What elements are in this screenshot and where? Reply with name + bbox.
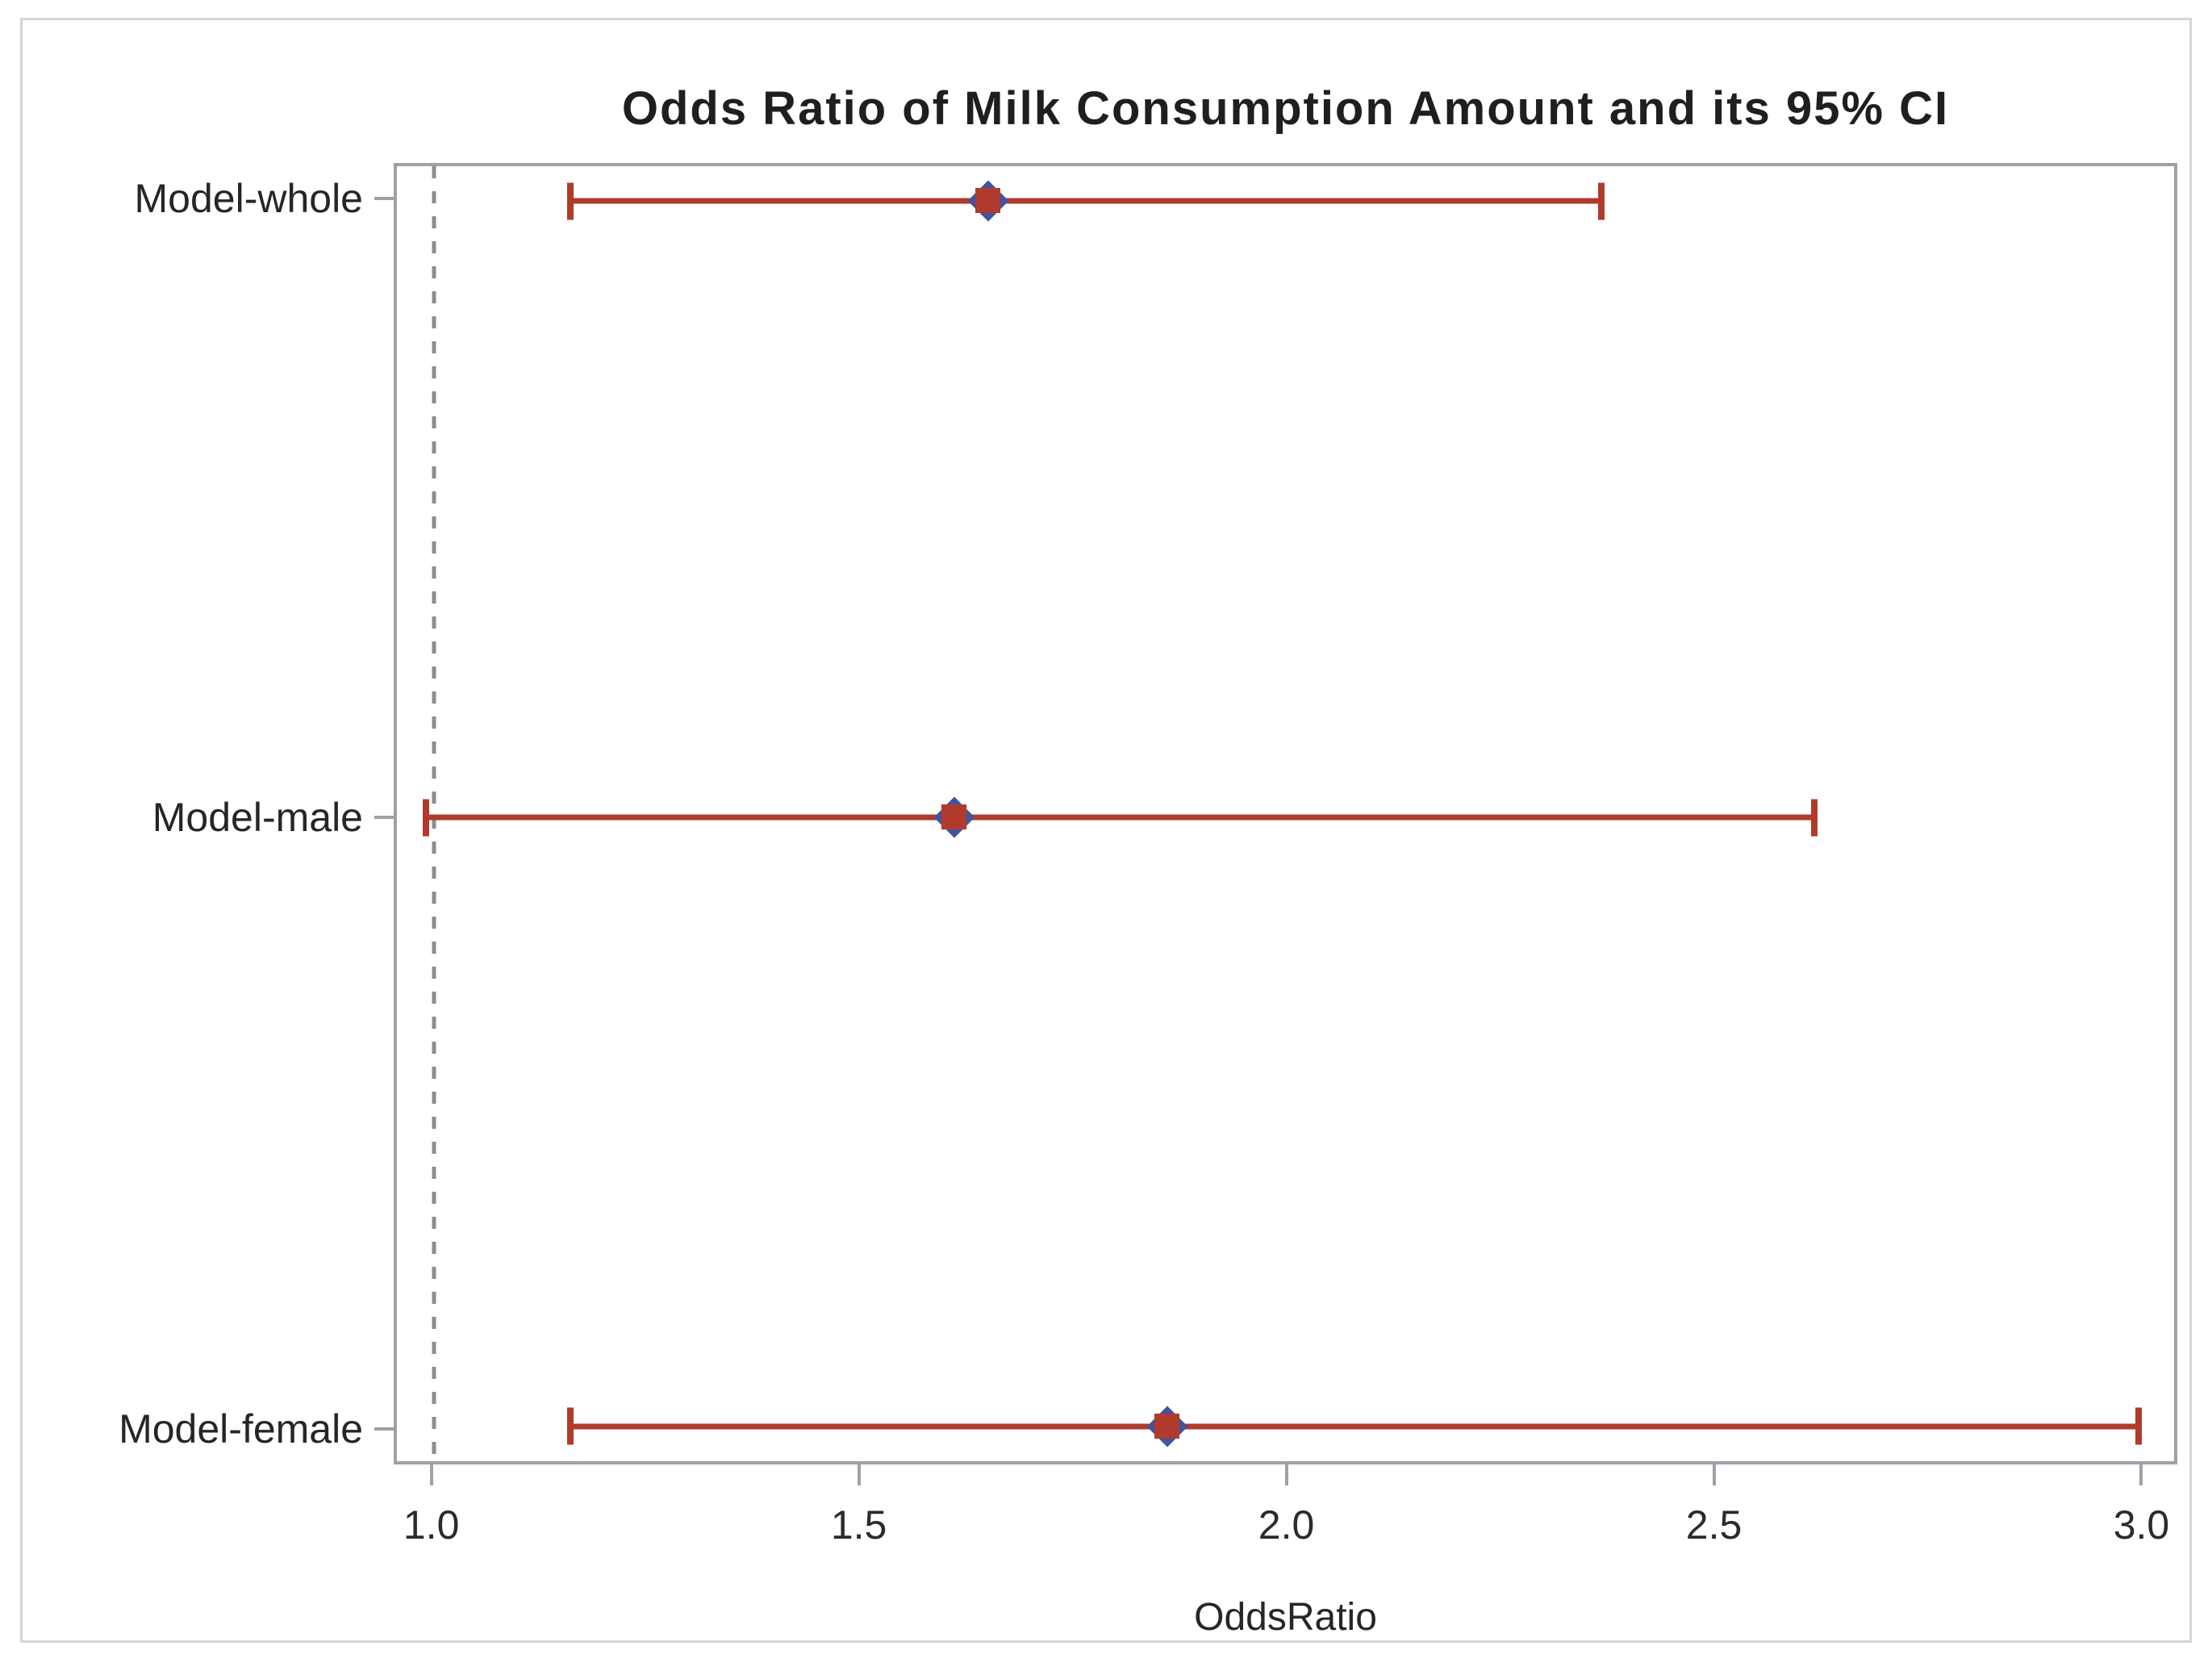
ci-lower-cap — [567, 1407, 574, 1445]
y-axis-labels: Model-whole Model-male Model-female — [23, 163, 368, 1464]
square-marker — [941, 804, 966, 830]
square-marker — [975, 188, 1000, 214]
plot-area — [394, 163, 2177, 1464]
y-axis-label: Model-female — [119, 1406, 363, 1452]
y-axis-tick — [374, 1427, 394, 1431]
x-axis-tick-label: 2.0 — [1258, 1502, 1315, 1548]
x-axis-tick — [857, 1464, 861, 1485]
y-axis-tick — [374, 196, 394, 200]
x-axis-tick-labels: 1.0 1.5 2.0 2.5 3.0 — [394, 1502, 2177, 1550]
x-axis-tick-label: 1.0 — [403, 1502, 460, 1548]
x-axis-tick-label: 3.0 — [2113, 1502, 2170, 1548]
y-axis-ticks — [374, 163, 394, 1464]
chart-title: Odds Ratio of Milk Consumption Amount an… — [621, 82, 1950, 135]
square-marker — [1154, 1413, 1179, 1439]
x-axis-tick-label: 1.5 — [830, 1502, 887, 1548]
ci-bar — [567, 182, 1605, 220]
y-axis-label: Model-whole — [134, 175, 363, 221]
x-axis-label: OddsRatio — [1194, 1596, 1377, 1639]
ci-bar — [567, 1407, 2142, 1445]
x-axis-tick — [429, 1464, 433, 1485]
ci-lower-cap — [567, 182, 574, 220]
x-axis-tick — [1284, 1464, 1288, 1485]
ci-upper-cap — [1598, 182, 1605, 220]
figure-frame: Odds Ratio of Milk Consumption Amount an… — [20, 18, 2192, 1643]
ci-bar — [422, 799, 1818, 837]
reference-line — [432, 166, 436, 1461]
x-axis-tick-label: 2.5 — [1685, 1502, 1742, 1548]
x-axis-ticks — [394, 1464, 2177, 1485]
ci-upper-cap — [1811, 799, 1818, 837]
y-axis-label: Model-male — [152, 795, 363, 841]
ci-lower-cap — [422, 799, 429, 837]
x-axis-tick — [2139, 1464, 2143, 1485]
ci-upper-cap — [2135, 1407, 2142, 1445]
y-axis-tick — [374, 816, 394, 820]
x-axis-tick — [1712, 1464, 1716, 1485]
